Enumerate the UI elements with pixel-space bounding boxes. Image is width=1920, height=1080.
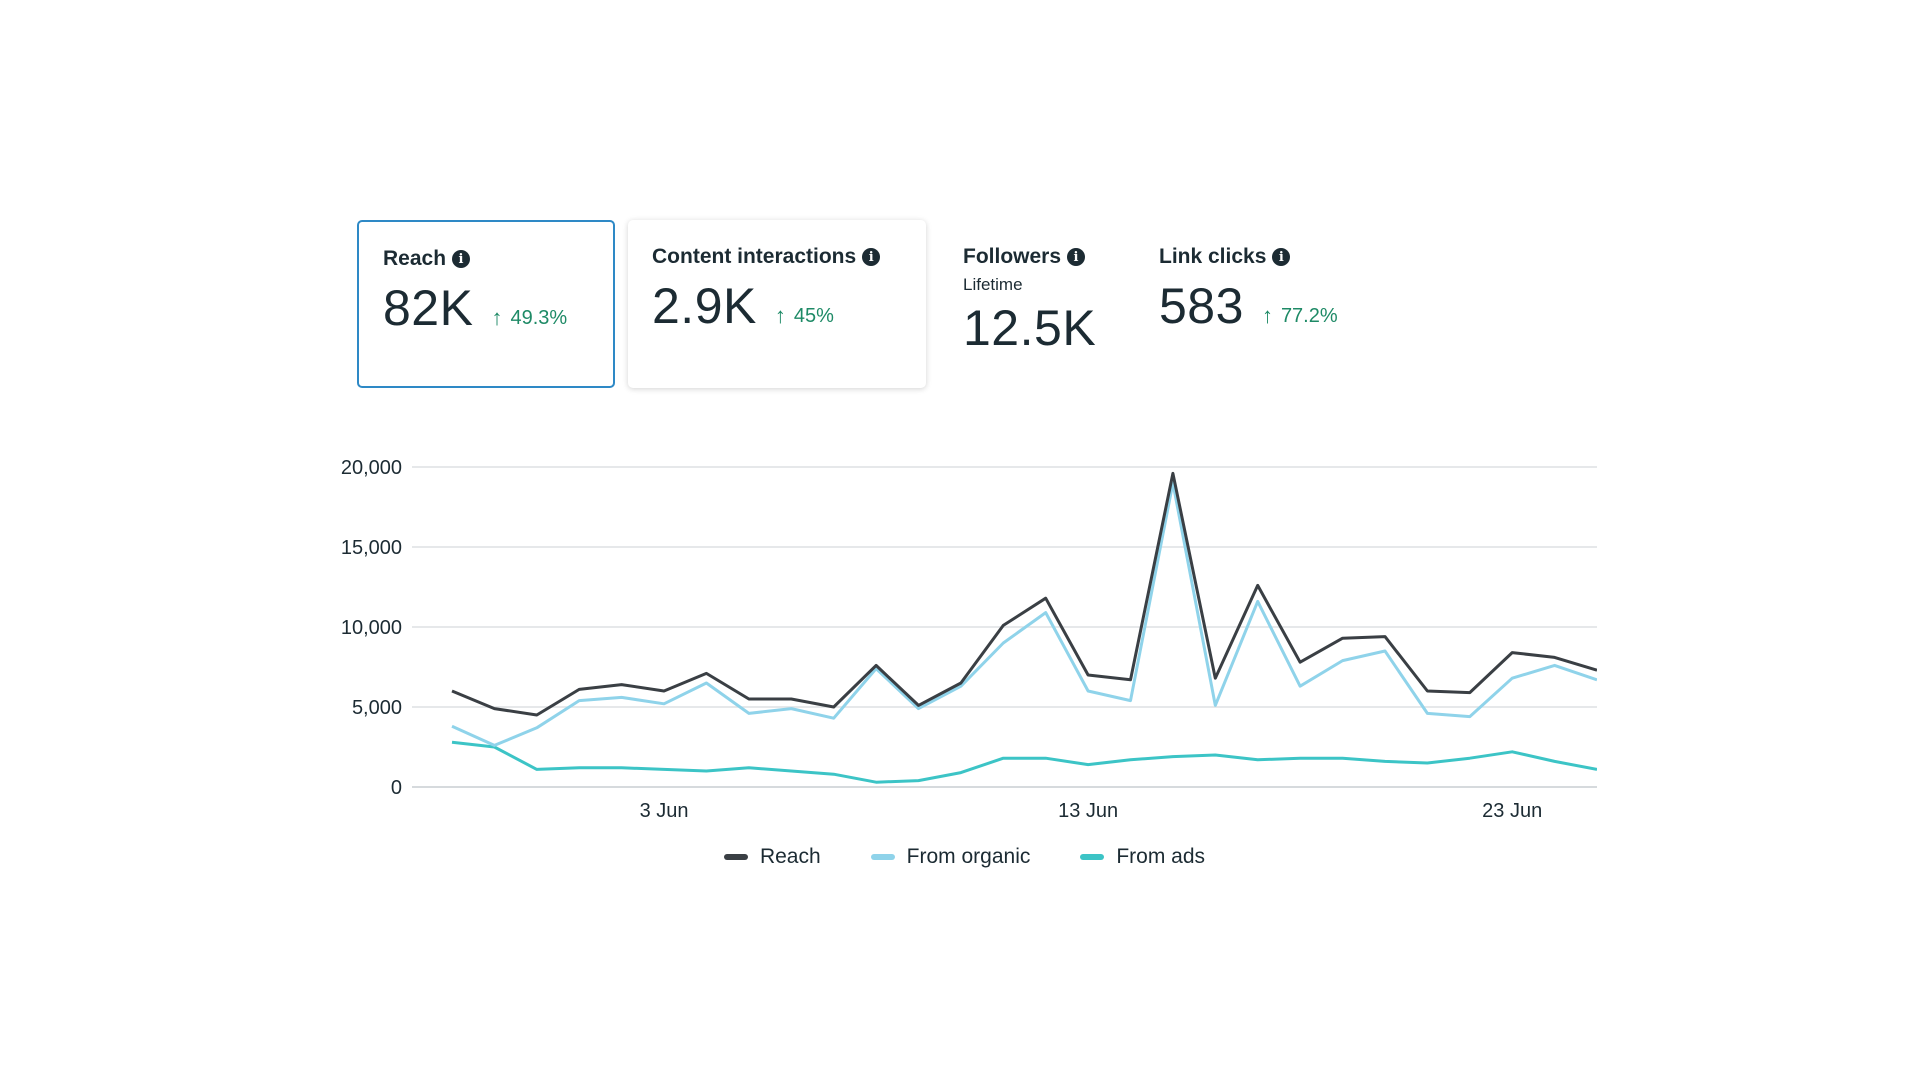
reach-card-title-row: Reach i	[383, 247, 589, 271]
arrow-up-icon: ↑	[491, 305, 503, 330]
content-interactions-change: ↑ 45%	[775, 303, 834, 329]
legend-item-reach[interactable]: Reach	[723, 845, 821, 869]
reach-card[interactable]: Reach i 82K ↑ 49.3%	[357, 220, 615, 388]
insights-panel: Reach i 82K ↑ 49.3% Content interactions…	[332, 200, 1598, 900]
y-axis-ticks: 0 5,000 10,000 15,000 20,000	[341, 457, 402, 799]
content-interactions-value: 2.9K	[652, 278, 757, 334]
y-tick-label: 5,000	[352, 697, 402, 719]
series-line-from-ads[interactable]	[451, 740, 1598, 784]
followers-card[interactable]: Followers i Lifetime 12.5K	[939, 220, 1119, 388]
chart-grid	[412, 466, 1597, 788]
x-tick-label: 23 Jun	[1482, 800, 1542, 822]
series-line-reach[interactable]	[451, 471, 1598, 717]
chart-svg: 0 5,000 10,000 15,000 20,000 3 Jun 13 Jun 23 J…	[341, 457, 1598, 822]
link-clicks-title-row: Link clicks i	[1159, 245, 1361, 269]
link-clicks-title: Link clicks	[1159, 245, 1267, 268]
info-icon[interactable]: i	[862, 248, 881, 266]
legend-item-ads[interactable]: From ads	[1080, 845, 1205, 869]
info-icon[interactable]: i	[1067, 248, 1086, 266]
arrow-up-icon: ↑	[774, 303, 786, 328]
legend-item-organic[interactable]: From organic	[870, 845, 1031, 869]
followers-value: 12.5K	[963, 300, 1097, 356]
y-tick-label: 20,000	[341, 457, 402, 479]
info-icon[interactable]: i	[1272, 248, 1291, 266]
legend-label-reach: Reach	[759, 845, 821, 868]
followers-subtitle: Lifetime	[963, 275, 1023, 294]
followers-title: Followers	[963, 245, 1062, 268]
content-interactions-change-value: 45%	[793, 304, 834, 327]
link-clicks-value-row: 583 ↑ 77.2%	[1159, 277, 1361, 335]
reach-card-value-row: 82K ↑ 49.3%	[383, 279, 589, 337]
series-line-from-organic[interactable]	[451, 481, 1598, 747]
reach-value: 82K	[383, 280, 474, 336]
x-tick-label: 13 Jun	[1058, 800, 1118, 822]
link-clicks-change: ↑ 77.2%	[1262, 303, 1338, 329]
reach-card-title: Reach	[383, 247, 447, 270]
legend-label-ads: From ads	[1116, 845, 1206, 868]
chart-series	[451, 471, 1598, 784]
y-tick-label: 0	[391, 777, 402, 799]
x-tick-label: 3 Jun	[640, 800, 689, 822]
legend-swatch-ads	[1080, 854, 1105, 860]
link-clicks-change-value: 77.2%	[1280, 304, 1338, 327]
content-interactions-title: Content interactions	[652, 245, 857, 268]
link-clicks-value: 583	[1159, 278, 1244, 334]
info-icon[interactable]: i	[452, 250, 471, 268]
y-tick-label: 10,000	[341, 617, 402, 639]
reach-change: ↑ 49.3%	[491, 305, 567, 331]
content-interactions-card[interactable]: Content interactions i 2.9K ↑ 45%	[628, 220, 926, 388]
content-interactions-value-row: 2.9K ↑ 45%	[652, 277, 902, 335]
arrow-up-icon: ↑	[1261, 303, 1273, 328]
chart-legend: Reach From organic From ads	[332, 845, 1597, 869]
reach-change-value: 49.3%	[510, 306, 568, 329]
legend-label-organic: From organic	[906, 845, 1031, 868]
followers-title-row: Followers i	[963, 245, 1095, 269]
legend-swatch-reach	[723, 854, 748, 860]
legend-swatch-organic	[870, 854, 895, 860]
x-axis-ticks: 3 Jun 13 Jun 23 Jun	[640, 800, 1543, 822]
reach-line-chart: 0 5,000 10,000 15,000 20,000 3 Jun 13 Jun 23 J…	[332, 425, 1598, 900]
y-tick-label: 15,000	[341, 537, 402, 559]
link-clicks-card[interactable]: Link clicks i 583 ↑ 77.2%	[1135, 220, 1385, 388]
content-interactions-title-row: Content interactions i	[652, 245, 902, 269]
